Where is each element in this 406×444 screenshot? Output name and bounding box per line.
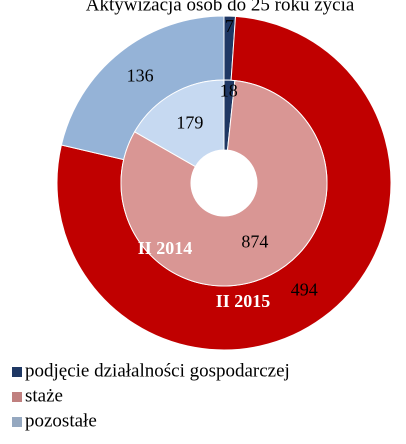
ring-label: II 2014 <box>138 238 193 258</box>
legend-swatch <box>12 392 22 402</box>
donut-segment <box>120 80 328 287</box>
legend-swatch <box>12 417 22 427</box>
data-label: 179 <box>176 112 203 132</box>
chart-title: Aktywizacja osób do 25 roku życia <box>86 0 355 15</box>
legend-label: pozostałe <box>25 410 97 431</box>
legend-label: podjęcie działalności gospodarczej <box>25 360 290 381</box>
data-label: 7 <box>225 16 234 36</box>
donut-segment <box>133 79 225 168</box>
legend-swatch <box>12 367 22 377</box>
data-label: 494 <box>291 280 318 300</box>
ring-label: II 2015 <box>216 291 271 311</box>
legend-label: staże <box>25 385 63 406</box>
data-label: 136 <box>127 65 154 85</box>
data-label: 18 <box>220 80 238 100</box>
data-label: 874 <box>241 232 268 252</box>
